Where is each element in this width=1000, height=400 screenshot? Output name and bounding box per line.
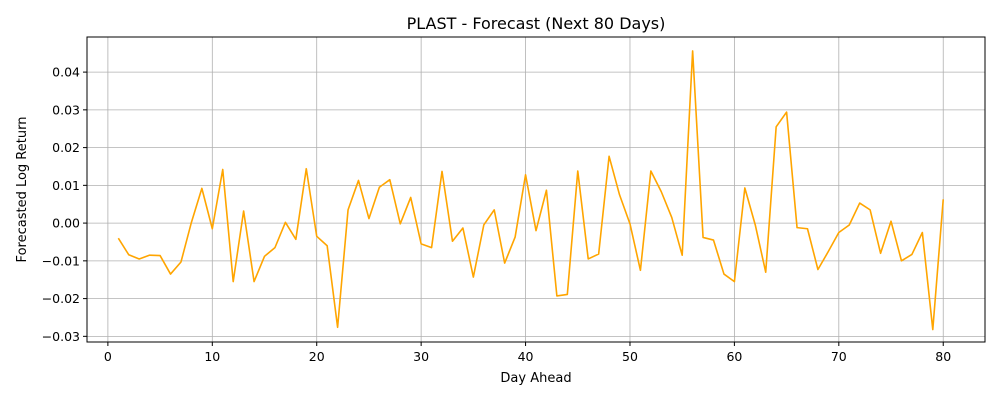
- x-tick-label: 70: [831, 349, 847, 364]
- x-tick-label: 60: [726, 349, 742, 364]
- x-tick-label: 80: [935, 349, 951, 364]
- y-tick-label: 0.01: [52, 178, 80, 193]
- x-tick-label: 30: [413, 349, 429, 364]
- x-tick-label: 0: [104, 349, 112, 364]
- x-tick-label: 50: [622, 349, 638, 364]
- y-tick-label: 0.00: [52, 216, 80, 231]
- y-tick-label: −0.03: [42, 329, 80, 344]
- y-axis: −0.03 −0.02 −0.01 0.00 0.01 0.02 0.03 0.04: [42, 65, 87, 344]
- grid: [87, 37, 985, 342]
- series-line: [117, 50, 945, 331]
- x-tick-label: 40: [518, 349, 534, 364]
- x-axis: 0 10 20 30 40 50 60 70 80: [104, 342, 951, 364]
- y-tick-label: 0.04: [52, 65, 80, 80]
- x-axis-label: Day Ahead: [500, 371, 571, 386]
- y-tick-label: 0.03: [52, 102, 80, 117]
- y-axis-label: Forecasted Log Return: [15, 117, 30, 263]
- x-tick-label: 10: [204, 349, 220, 364]
- x-tick-label: 20: [309, 349, 325, 364]
- y-tick-label: 0.02: [52, 140, 80, 155]
- y-tick-label: −0.01: [42, 253, 80, 268]
- chart-title: PLAST - Forecast (Next 80 Days): [407, 14, 666, 33]
- series-layer: [117, 50, 945, 331]
- y-tick-label: −0.02: [42, 291, 80, 306]
- plot-frame: [86, 36, 986, 343]
